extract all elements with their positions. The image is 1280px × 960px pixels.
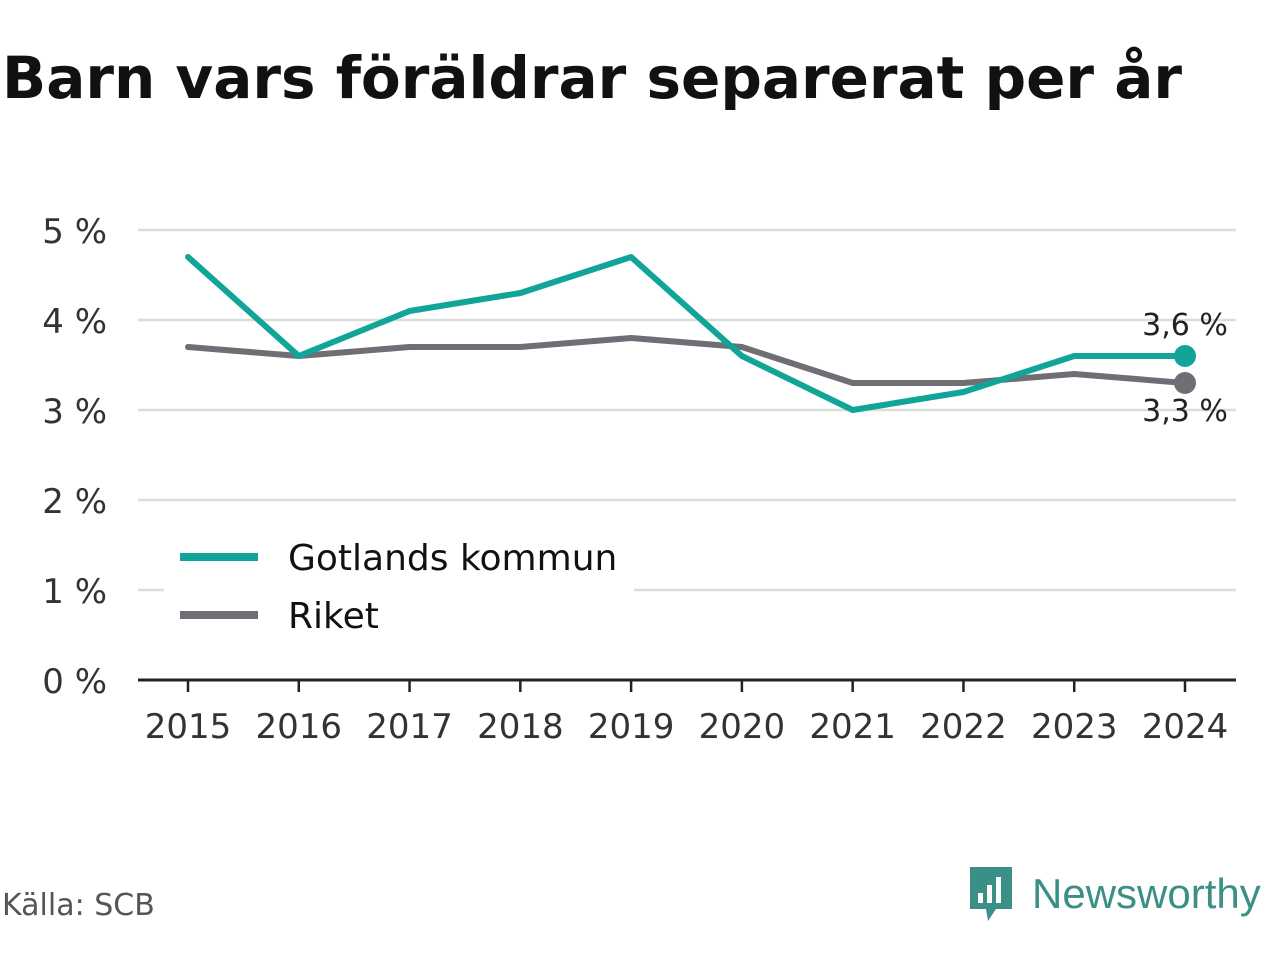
x-axis: 2015 2016 2017 2018 2019 2020 2021 2022 2023 2024 xyxy=(138,678,1236,747)
end-label: 3,3 % xyxy=(1142,394,1228,429)
newsworthy-logo-icon xyxy=(970,867,1012,921)
end-point xyxy=(1174,345,1196,367)
y-tick-label: 4 % xyxy=(42,302,107,342)
x-tick-label: 2015 xyxy=(145,707,232,747)
legend: Gotlands kommun Riket xyxy=(164,530,634,642)
x-tick-label: 2024 xyxy=(1142,707,1229,747)
end-point xyxy=(1174,372,1196,394)
series-line xyxy=(185,335,1188,386)
x-tick-label: 2018 xyxy=(477,707,564,747)
brand: Newsworthy xyxy=(966,862,1261,926)
end-labels: 3,6 % 3,3 % xyxy=(1142,308,1228,429)
x-tick-label: 2016 xyxy=(256,707,343,747)
line-chart: 0 %1 %2 %3 %4 %5 % 2015 2016 2017 2018 2019 2… xyxy=(42,212,1236,747)
y-tick-label: 0 % xyxy=(42,662,107,702)
y-tick-labels: 0 % 1 % 2 % 3 % 4 % 5 % xyxy=(42,212,107,702)
y-tick-label: 1 % xyxy=(42,572,107,612)
x-tick-label: 2019 xyxy=(588,707,675,747)
series-lines xyxy=(185,254,1188,413)
y-tick-label: 5 % xyxy=(42,212,107,252)
chart-title: Barn vars föräldrar separerat per år xyxy=(2,44,1182,112)
x-tick-label: 2021 xyxy=(809,707,896,747)
y-tick-label: 2 % xyxy=(42,482,107,522)
legend-label: Gotlands kommun xyxy=(288,538,617,579)
source-note: Källa: SCB xyxy=(2,888,155,923)
series-line xyxy=(185,254,1188,413)
x-tick-label: 2023 xyxy=(1031,707,1118,747)
x-tick-label: 2022 xyxy=(920,707,1007,747)
legend-box xyxy=(164,530,634,642)
x-tick-label: 2017 xyxy=(366,707,453,747)
legend-label: Riket xyxy=(288,596,379,637)
x-tick-label: 2020 xyxy=(699,707,786,747)
end-label: 3,6 % xyxy=(1142,308,1228,343)
brand-name: Newsworthy xyxy=(1032,870,1261,917)
y-tick-label: 3 % xyxy=(42,392,107,432)
